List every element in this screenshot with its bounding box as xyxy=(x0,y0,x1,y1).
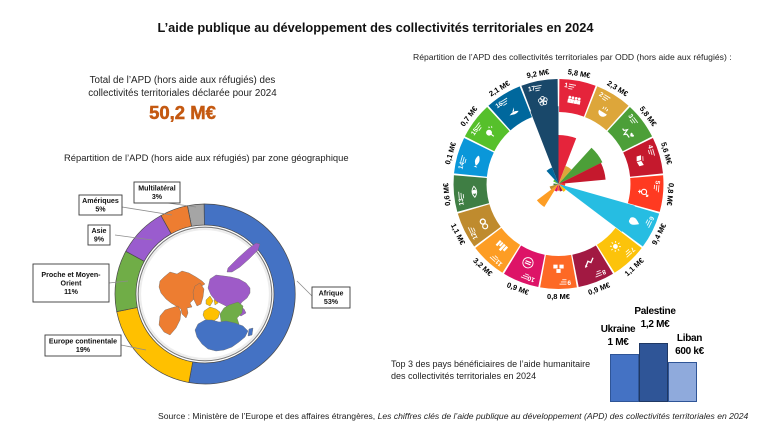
svg-text:13: 13 xyxy=(458,198,466,206)
svg-text:9: 9 xyxy=(567,279,571,286)
svg-text:Multilatéral: Multilatéral xyxy=(138,185,175,193)
svg-text:3%: 3% xyxy=(152,193,163,201)
svg-text:0,6 M€: 0,6 M€ xyxy=(441,182,452,206)
svg-text:0,8 M€: 0,8 M€ xyxy=(547,292,571,301)
svg-text:16: 16 xyxy=(494,100,504,110)
svg-text:8: 8 xyxy=(601,268,607,276)
svg-text:53%: 53% xyxy=(324,298,339,306)
svg-text:3: 3 xyxy=(626,113,634,120)
svg-text:5,8 M€: 5,8 M€ xyxy=(567,67,592,80)
svg-text:Europe continentale: Europe continentale xyxy=(49,338,117,346)
svg-text:5%: 5% xyxy=(95,206,106,214)
svg-text:15: 15 xyxy=(470,127,480,137)
svg-text:11: 11 xyxy=(494,257,504,267)
svg-text:10: 10 xyxy=(526,274,536,283)
svg-text:17: 17 xyxy=(528,85,537,93)
svg-text:Orient: Orient xyxy=(61,280,83,288)
svg-text:Afrique: Afrique xyxy=(319,290,344,298)
svg-text:9,2 M€: 9,2 M€ xyxy=(526,67,551,80)
svg-text:Amériques: Amériques xyxy=(82,197,119,205)
svg-text:1: 1 xyxy=(564,82,569,90)
svg-text:5: 5 xyxy=(653,180,660,185)
svg-text:9%: 9% xyxy=(94,236,105,244)
svg-text:12: 12 xyxy=(470,230,480,240)
svg-text:6: 6 xyxy=(647,215,655,222)
svg-text:2: 2 xyxy=(598,91,605,99)
svg-text:Asie: Asie xyxy=(92,227,107,235)
svg-text:4: 4 xyxy=(646,144,654,150)
svg-text:19%: 19% xyxy=(76,346,91,354)
svg-text:7: 7 xyxy=(628,245,636,253)
svg-text:14: 14 xyxy=(457,161,466,170)
svg-text:0,8 M€: 0,8 M€ xyxy=(665,183,676,207)
svg-text:11%: 11% xyxy=(64,288,78,296)
svg-text:Proche et Moyen-: Proche et Moyen- xyxy=(41,271,101,279)
